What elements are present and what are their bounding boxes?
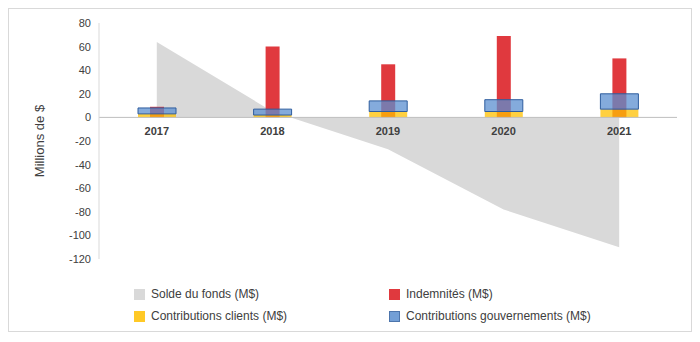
svg-text:-60: -60: [75, 182, 91, 194]
svg-text:2021: 2021: [607, 125, 631, 137]
svg-text:-100: -100: [69, 229, 91, 241]
svg-text:-120: -120: [69, 253, 91, 265]
svg-text:2019: 2019: [376, 125, 400, 137]
svg-text:80: 80: [79, 17, 91, 29]
svg-text:60: 60: [79, 41, 91, 53]
svg-text:-80: -80: [75, 206, 91, 218]
html-text:Solde du fonds (M$): Solde du fonds (M$): [151, 287, 260, 301]
svg-text:-20: -20: [75, 135, 91, 147]
svg-text:2017: 2017: [145, 125, 169, 137]
svg-text:40: 40: [79, 64, 91, 76]
html-text:Indemnités (M$): Indemnités (M$): [406, 287, 493, 301]
html-text:Contributions clients (M$): Contributions clients (M$): [151, 309, 288, 323]
svg-text:20: 20: [79, 88, 91, 100]
svg-text:Millions de $: Millions de $: [32, 104, 47, 177]
html-text:Contributions gouvernements (M: Contributions gouvernements (M$): [406, 309, 591, 323]
svg-text:0: 0: [85, 111, 91, 123]
svg-text:2020: 2020: [491, 125, 515, 137]
svg-text:2018: 2018: [260, 125, 284, 137]
svg-text:-40: -40: [75, 159, 91, 171]
